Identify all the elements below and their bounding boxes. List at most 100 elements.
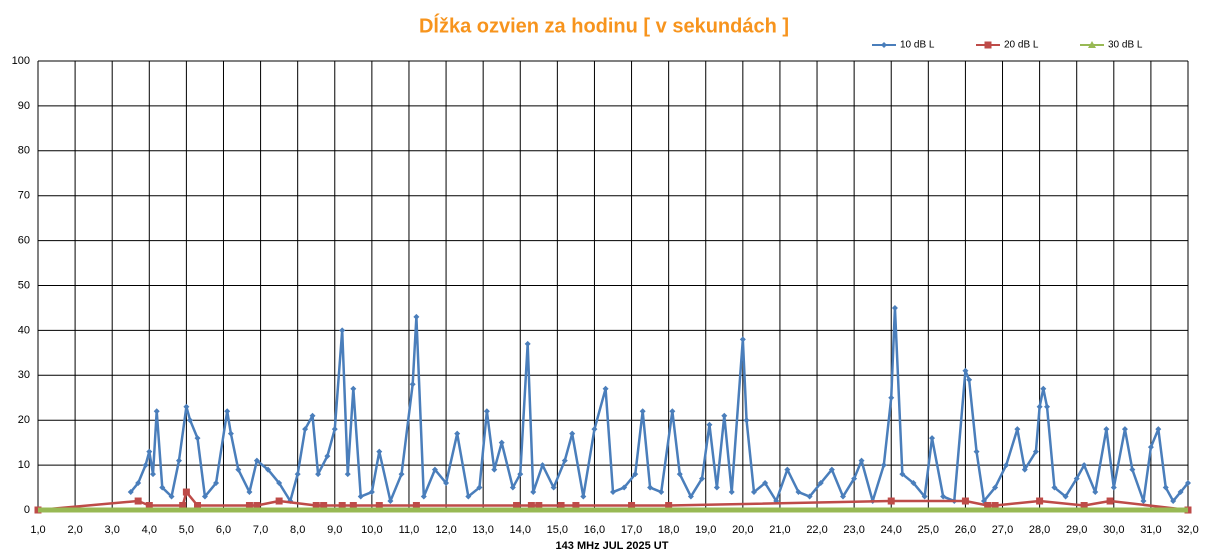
- marker: [142, 462, 149, 469]
- marker: [454, 430, 461, 437]
- marker: [1140, 498, 1147, 505]
- marker: [491, 466, 498, 473]
- marker: [557, 502, 565, 510]
- marker: [739, 336, 746, 343]
- x-tick-label: 30,0: [1103, 524, 1124, 536]
- marker: [150, 471, 156, 478]
- marker: [409, 381, 416, 388]
- marker: [294, 471, 301, 478]
- marker: [888, 394, 895, 401]
- y-tick-label: 60: [18, 235, 30, 247]
- x-tick-label: 13,0: [472, 524, 493, 536]
- x-tick-label: 10,0: [361, 524, 382, 536]
- marker: [887, 497, 895, 505]
- marker: [376, 448, 383, 455]
- x-tick-label: 24,0: [881, 524, 902, 536]
- marker: [246, 489, 253, 496]
- marker: [795, 489, 802, 496]
- marker: [302, 426, 309, 433]
- marker: [1003, 462, 1010, 469]
- marker: [1036, 497, 1044, 505]
- marker: [413, 313, 420, 320]
- marker: [517, 471, 524, 478]
- marker: [324, 453, 331, 460]
- x-tick-label: 2,0: [67, 524, 82, 536]
- marker: [784, 466, 791, 473]
- marker: [153, 408, 160, 415]
- marker: [145, 502, 153, 510]
- marker: [1081, 462, 1088, 469]
- marker: [175, 457, 182, 464]
- marker: [1185, 480, 1191, 487]
- marker: [721, 412, 728, 419]
- marker: [628, 502, 636, 510]
- marker: [420, 493, 427, 500]
- marker: [1162, 484, 1169, 491]
- marker: [182, 488, 190, 496]
- marker: [134, 497, 142, 505]
- marker: [527, 502, 535, 510]
- marker: [187, 417, 194, 424]
- marker: [1036, 403, 1043, 410]
- marker: [962, 367, 969, 374]
- marker: [881, 42, 887, 48]
- marker: [1110, 484, 1117, 491]
- x-tick-label: 29,0: [1066, 524, 1087, 536]
- marker: [687, 493, 694, 500]
- x-tick-label: 5,0: [179, 524, 194, 536]
- marker: [349, 502, 357, 510]
- marker: [1121, 426, 1128, 433]
- x-tick-label: 14,0: [510, 524, 531, 536]
- x-tick-label: 17,0: [621, 524, 642, 536]
- marker: [524, 340, 531, 347]
- marker: [245, 502, 253, 510]
- legend-label: 20 dB L: [1004, 40, 1039, 51]
- marker: [168, 493, 175, 500]
- marker: [762, 480, 769, 487]
- marker: [610, 489, 616, 496]
- marker: [183, 403, 190, 410]
- y-tick-label: 90: [18, 100, 30, 112]
- marker: [632, 471, 639, 478]
- x-tick-label: 28,0: [1029, 524, 1050, 536]
- marker: [1088, 41, 1096, 48]
- marker: [357, 493, 364, 500]
- y-tick-label: 50: [18, 279, 30, 291]
- x-tick-label: 12,0: [435, 524, 456, 536]
- marker: [368, 489, 375, 496]
- marker: [224, 408, 231, 415]
- marker: [344, 471, 351, 478]
- x-tick-label: 9,0: [327, 524, 342, 536]
- marker: [1103, 426, 1110, 433]
- marker: [1044, 403, 1051, 410]
- marker: [275, 497, 283, 505]
- marker: [375, 502, 383, 510]
- marker: [1129, 466, 1136, 473]
- marker: [513, 502, 521, 510]
- marker: [750, 489, 757, 496]
- marker: [350, 385, 357, 392]
- marker: [910, 480, 917, 487]
- marker: [227, 430, 234, 437]
- marker: [929, 435, 936, 442]
- y-tick-label: 20: [18, 414, 30, 426]
- marker: [1014, 426, 1021, 433]
- x-tick-label: 16,0: [584, 524, 605, 536]
- marker: [498, 439, 505, 446]
- marker: [743, 417, 750, 424]
- marker: [1155, 426, 1162, 433]
- marker: [713, 484, 720, 491]
- marker: [1080, 502, 1088, 510]
- marker: [235, 466, 242, 473]
- marker: [992, 484, 999, 491]
- marker: [921, 493, 928, 500]
- marker: [1062, 493, 1069, 500]
- marker: [194, 435, 201, 442]
- marker: [135, 480, 142, 487]
- marker: [984, 41, 992, 49]
- marker: [621, 484, 628, 491]
- legend-label: 30 dB L: [1108, 40, 1143, 51]
- x-tick-label: 23,0: [843, 524, 864, 536]
- y-tick-label: 70: [18, 190, 30, 202]
